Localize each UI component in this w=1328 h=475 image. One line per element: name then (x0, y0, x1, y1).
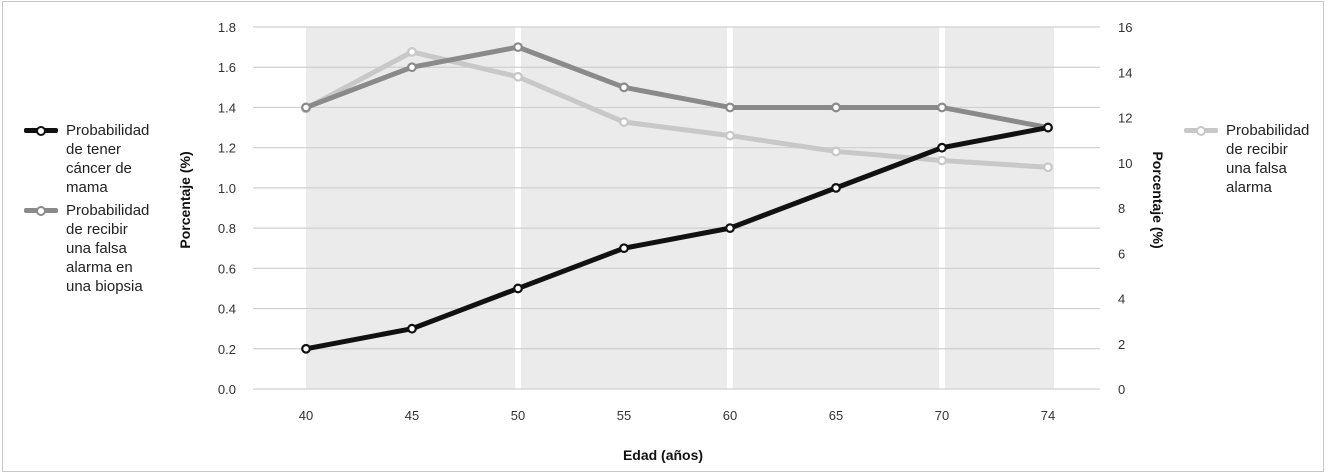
shaded-band (733, 27, 939, 389)
y-right-tick-label: 14 (1118, 65, 1132, 80)
shaded-band (945, 27, 1054, 389)
y-right-tick-label: 8 (1118, 201, 1125, 216)
data-point (725, 130, 735, 141)
y-right-tick-label: 4 (1118, 292, 1125, 307)
legend-label-cancer-4: mama (66, 179, 108, 196)
series-line (303, 49, 1051, 170)
data-point (831, 182, 841, 193)
y-right-tick-label: 2 (1118, 337, 1125, 352)
y-left-tick-label: 0.4 (218, 302, 236, 317)
legend-label-biopsy-5: una biopsia (66, 278, 143, 295)
data-point (513, 42, 523, 53)
legend-label-biopsy-1: Probabilidad (66, 202, 150, 219)
legend-label-cancer-2: de tener (66, 141, 122, 158)
data-point (619, 117, 629, 127)
legend-swatch-cancer (24, 126, 58, 136)
y-right-tick-label: 12 (1118, 111, 1132, 126)
series-line (303, 125, 1051, 352)
data-point (831, 146, 841, 157)
y-left-tick-label: 0.6 (218, 261, 236, 276)
data-point (937, 142, 947, 153)
y-right-tick-label: 0 (1118, 382, 1125, 397)
legend-swatch-biopsy (24, 206, 58, 216)
y-right-tick-label: 16 (1118, 20, 1132, 35)
data-point (301, 102, 311, 113)
data-point (937, 102, 947, 113)
y-left-tick-label: 1.4 (218, 100, 236, 115)
legend-right: Probabilidad de recibir una falsa alarma (1182, 121, 1322, 201)
legend-item-biopsy: Probabilidad de recibir una falsa alarma… (22, 201, 182, 296)
x-tick-label: 45 (405, 408, 419, 423)
y-left-tick-label: 0.2 (218, 342, 236, 357)
y-left-tick-label: 0.8 (218, 221, 236, 236)
legend-swatch-false-alarm (1184, 126, 1218, 136)
y-left-tick-label: 1.8 (218, 20, 236, 35)
data-point (1043, 122, 1053, 133)
legend-label-biopsy-3: una falsa (66, 240, 127, 257)
legend-label-biopsy-4: alarma en (66, 259, 133, 276)
legend-label-cancer-1: Probabilidad (66, 122, 150, 139)
x-tick-label: 55 (617, 408, 631, 423)
legend-label-biopsy-2: de recibir (66, 221, 128, 238)
data-point (407, 46, 417, 57)
y-right-tick-label: 10 (1118, 156, 1132, 171)
legend-label-false-alarm-1: Probabilidad (1226, 122, 1310, 139)
data-point (831, 102, 841, 113)
legend-label-false-alarm-2: de recibir (1226, 141, 1288, 158)
y-left-tick-label: 0.0 (218, 382, 236, 397)
x-tick-label: 70 (935, 408, 949, 423)
legend-label-false-alarm-4: alarma (1226, 179, 1272, 196)
data-point (301, 343, 311, 354)
x-axis-title: Edad (años) (623, 447, 703, 463)
data-point (1043, 162, 1053, 173)
shaded-band (521, 27, 727, 389)
y-right-axis-title: Porcentaje (%) (1150, 151, 1166, 248)
x-tick-label: 74 (1041, 408, 1055, 423)
legend-label-false-alarm-3: una falsa (1226, 160, 1287, 177)
data-point (725, 102, 735, 113)
y-left-axis-title: Porcentaje (%) (177, 151, 193, 248)
data-point (937, 155, 947, 166)
x-tick-label: 40 (299, 408, 313, 423)
data-point (619, 243, 629, 254)
data-point (407, 62, 417, 73)
data-point (619, 82, 629, 93)
x-tick-label: 65 (829, 408, 843, 423)
shaded-band (306, 27, 515, 389)
data-point (407, 323, 417, 334)
data-point (725, 223, 735, 234)
y-left-tick-label: 1.2 (218, 141, 236, 156)
y-left-tick-label: 1.0 (218, 181, 236, 196)
y-right-tick-label: 6 (1118, 246, 1125, 261)
x-tick-label: 60 (723, 408, 737, 423)
data-point (513, 71, 523, 82)
legend-item-cancer: Probabilidad de tener cáncer de mama (22, 121, 182, 197)
data-point (513, 283, 523, 294)
legend-item-false-alarm: Probabilidad de recibir una falsa alarma (1182, 121, 1322, 197)
legend-label-cancer-3: cáncer de (66, 160, 132, 177)
legend-left: Probabilidad de tener cáncer de mama Pro… (22, 121, 182, 300)
y-left-tick-label: 1.6 (218, 60, 236, 75)
series-line (303, 44, 1051, 131)
x-tick-label: 50 (511, 408, 525, 423)
